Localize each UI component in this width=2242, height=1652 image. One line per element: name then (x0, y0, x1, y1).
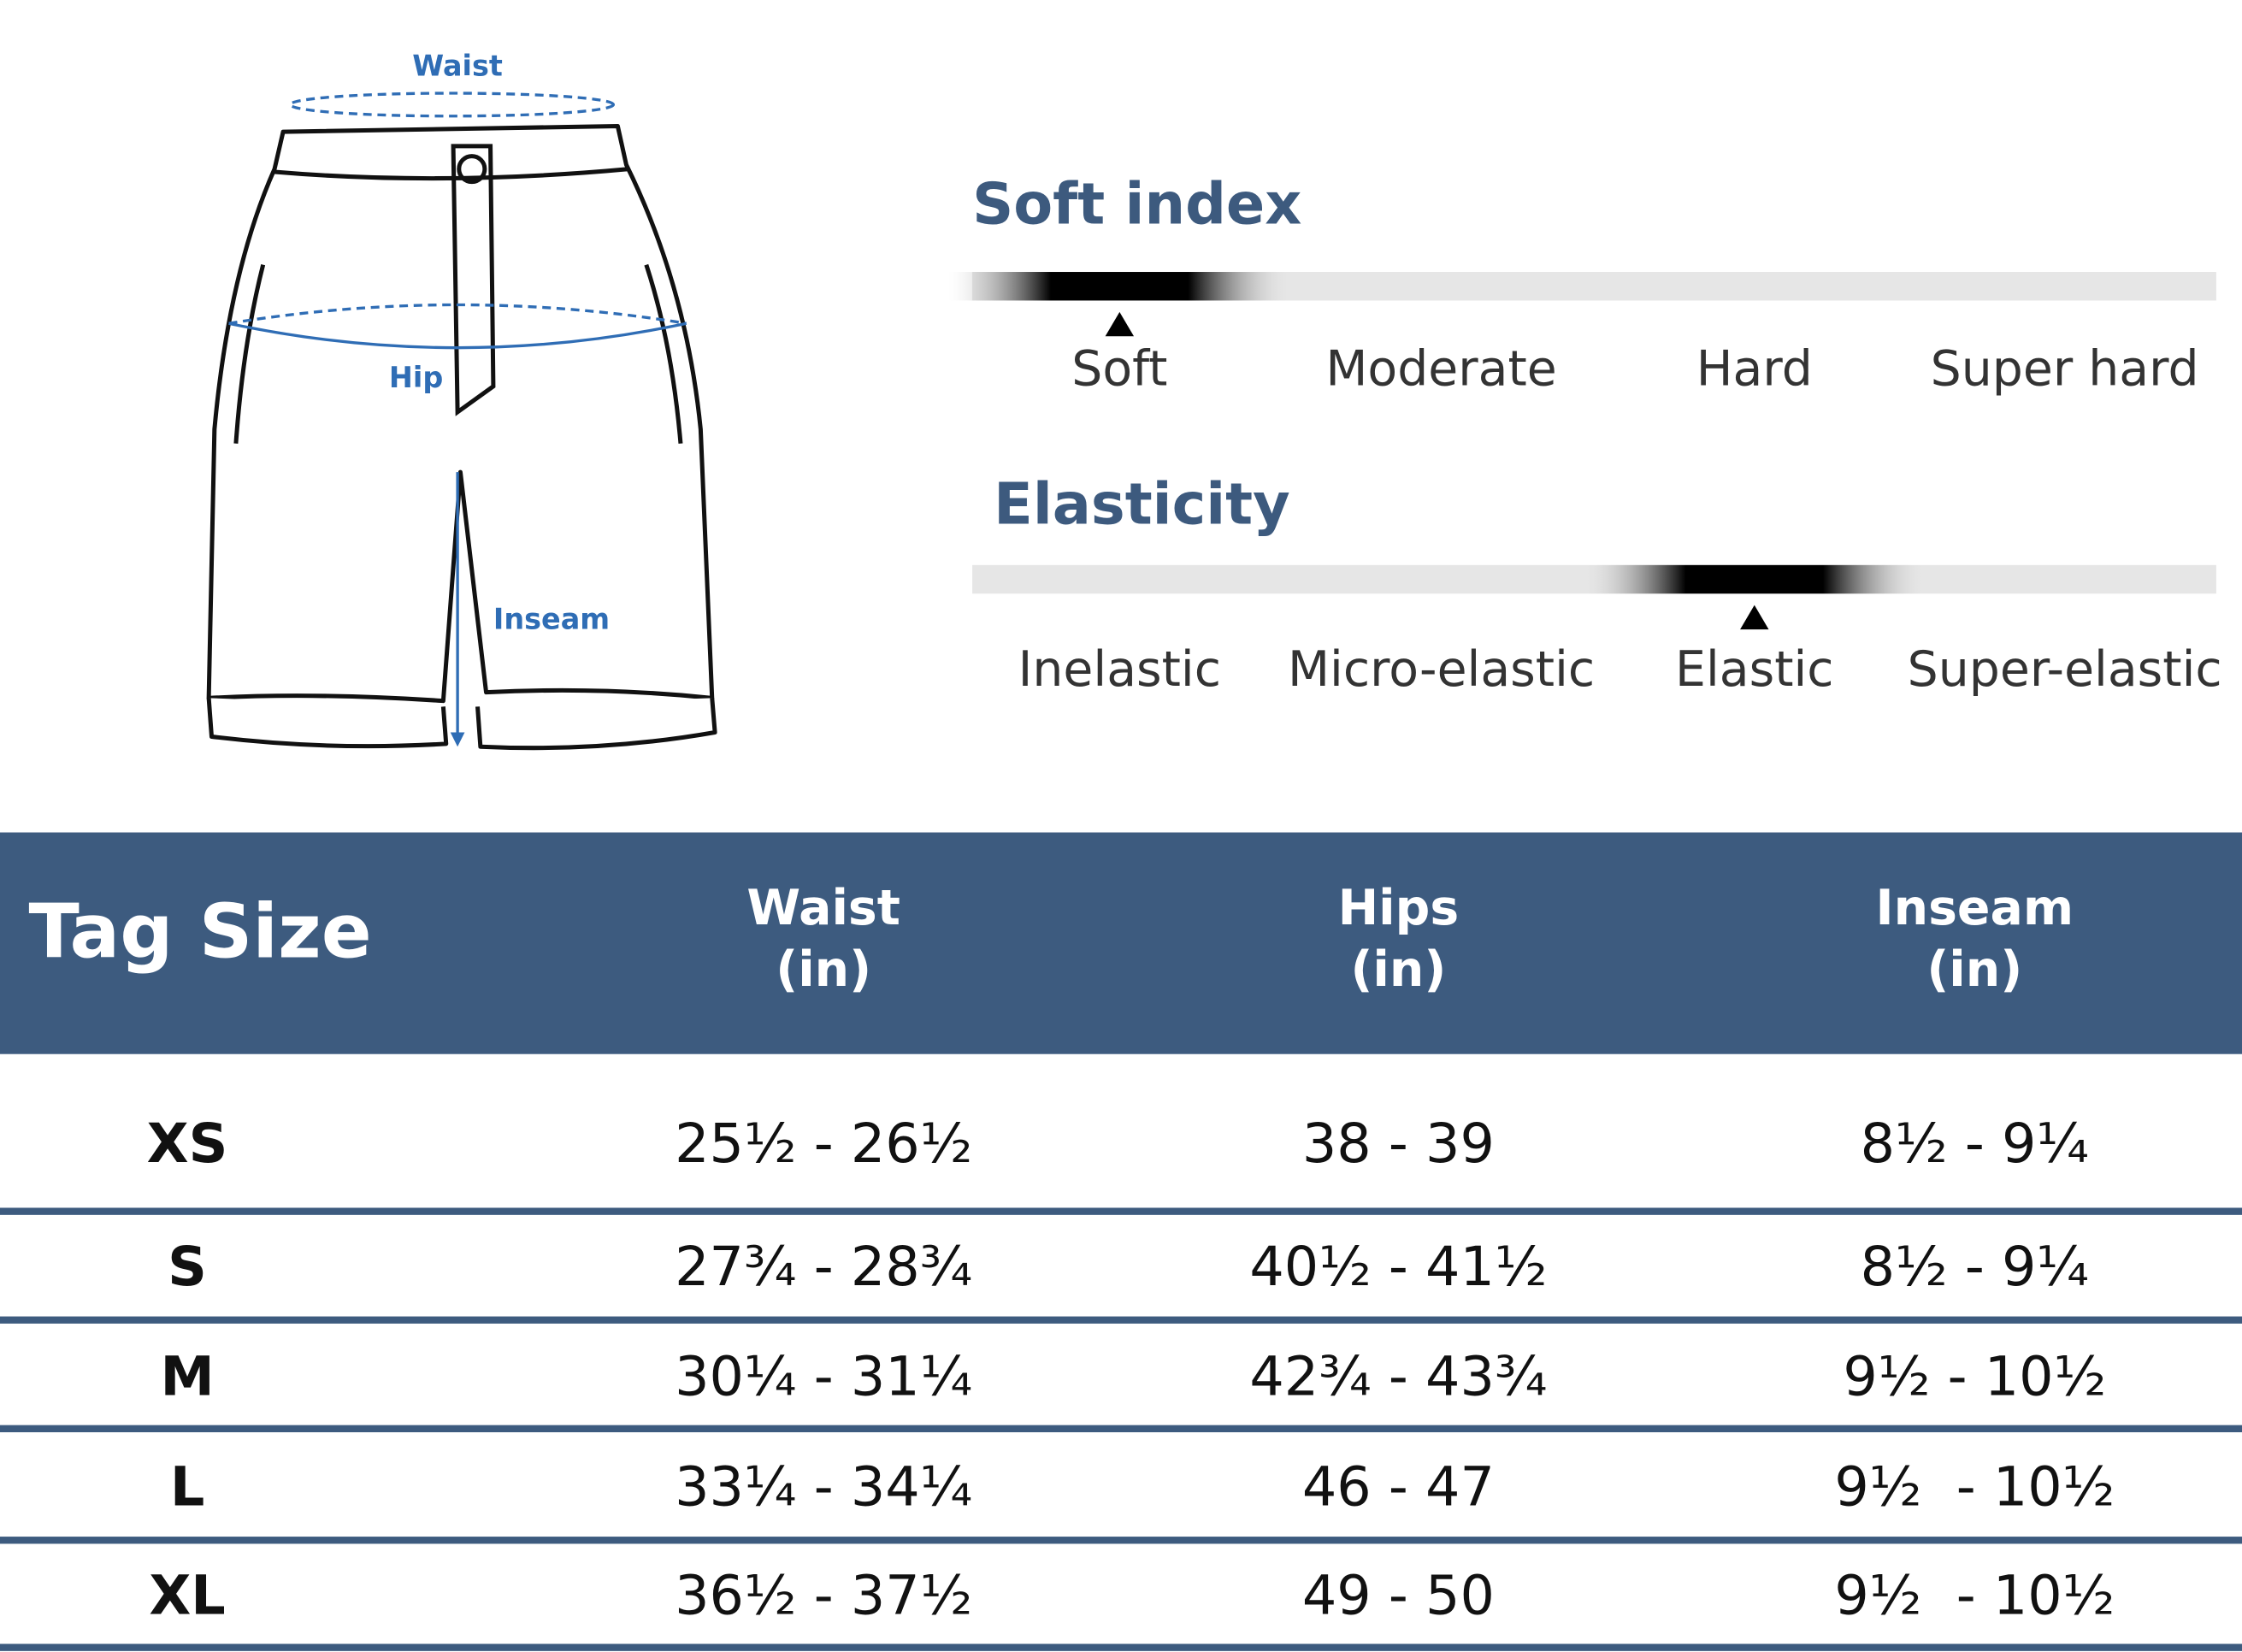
header-unit: (in) (1926, 941, 2022, 998)
elasticity-title: Elasticity (994, 470, 1290, 537)
scale-level: Super hard (1931, 341, 2199, 398)
header-name: Inseam (1875, 880, 2074, 936)
header-tag-size: Tag Size (28, 888, 371, 976)
measure-cell: 36½ - 37½ (675, 1563, 972, 1626)
measure-cell: 8½ - 9¼ (1861, 1235, 2089, 1298)
size-cell: S (168, 1235, 207, 1298)
measure-cell: 30¼ - 31¼ (675, 1345, 972, 1408)
soft-index-title: Soft index (972, 170, 1301, 237)
hip-label: Hip (389, 361, 443, 394)
row-divider (0, 1425, 2242, 1433)
scale-level: Super-elastic (1908, 641, 2222, 698)
measure-cell: 49 - 50 (1302, 1563, 1495, 1626)
scale-level: Micro-elastic (1288, 641, 1595, 698)
shorts-diagram: Waist Hip Inseam (206, 49, 717, 751)
measure-cell: 9½ - 10½ (1843, 1345, 2106, 1408)
measure-cell: 8½ - 9¼ (1861, 1112, 2089, 1175)
header-unit: (in) (776, 941, 871, 998)
scale-marker (1740, 605, 1769, 630)
measure-cell: 25½ - 26½ (675, 1112, 972, 1175)
scale-level: Soft (1071, 341, 1167, 398)
measure-cell: 40½ - 41½ (1249, 1235, 1547, 1298)
row-divider (0, 1207, 2242, 1215)
scale-level: Inelastic (1018, 641, 1221, 698)
measure-cell: 46 - 47 (1302, 1454, 1495, 1518)
header-unit: (in) (1350, 941, 1446, 998)
table-header (0, 832, 2242, 1054)
measure-cell: 27¾ - 28¾ (675, 1235, 972, 1298)
waist-label: Waist (412, 49, 503, 82)
measure-cell: 38 - 39 (1302, 1112, 1495, 1175)
header-name: Hips (1338, 880, 1460, 936)
scale-highlight (1583, 564, 1926, 594)
scale-level: Hard (1696, 341, 1813, 398)
measure-cell: 9½ - 10½ (1834, 1563, 2115, 1626)
measure-cell: 33¼ - 34¼ (675, 1454, 972, 1518)
size-cell: L (170, 1454, 204, 1518)
row-divider (0, 1643, 2242, 1651)
scale-marker (1105, 311, 1135, 337)
size-cell: M (160, 1345, 214, 1408)
measure-cell: 42¾ - 43¾ (1249, 1345, 1547, 1408)
size-cell: XL (149, 1563, 225, 1626)
scale-highlight (947, 272, 1291, 301)
inseam-label: Inseam (493, 603, 610, 636)
row-divider (0, 1316, 2242, 1324)
header-name: Waist (746, 880, 900, 936)
size-cell: XS (147, 1112, 228, 1175)
measure-cell: 9½ - 10½ (1834, 1454, 2115, 1518)
row-divider (0, 1537, 2242, 1544)
scale-level: Moderate (1325, 341, 1556, 398)
scale-level: Elastic (1675, 641, 1834, 698)
